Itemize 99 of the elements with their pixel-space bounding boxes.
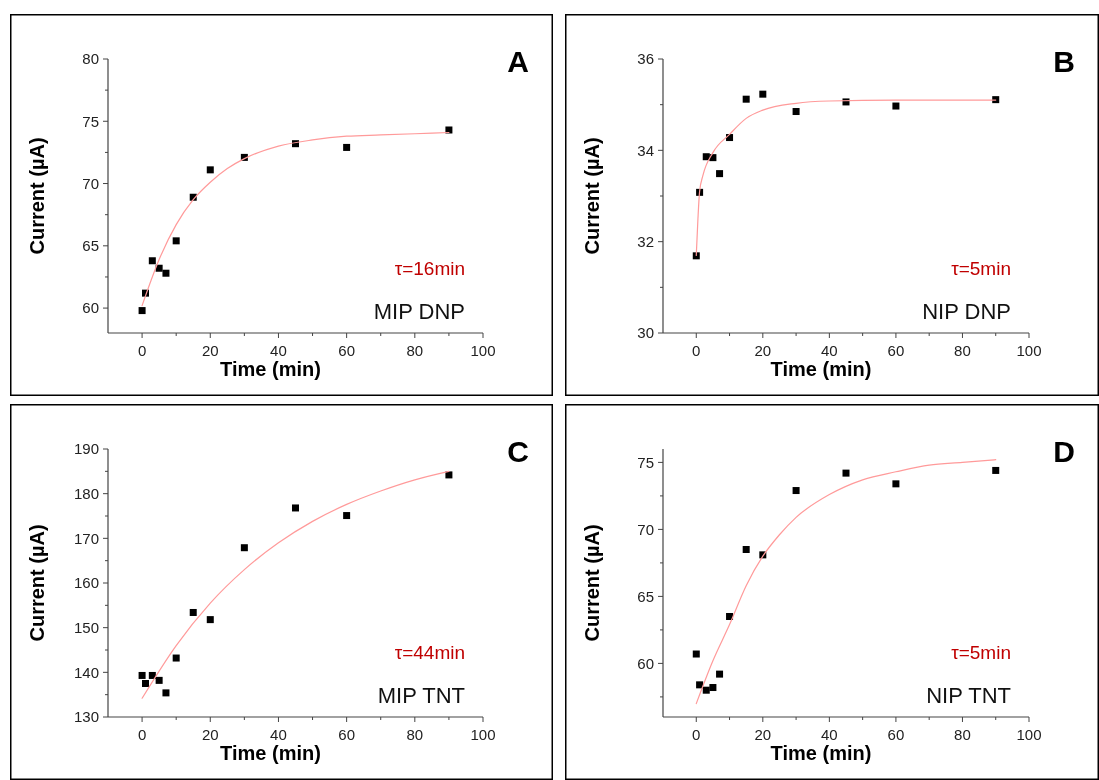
point (709, 684, 717, 692)
point (138, 671, 146, 679)
x-axis-title: Time (min) (220, 358, 321, 380)
y-axis-title: Current (µA) (26, 524, 48, 642)
y-tick-label: 70 (82, 174, 99, 192)
point (892, 102, 900, 110)
x-tick-label: 20 (201, 342, 219, 359)
y-tick-label: 170 (73, 529, 99, 547)
x-tick-label: 60 (338, 726, 355, 743)
point (842, 469, 850, 477)
x-tick-label: 0 (137, 342, 147, 359)
y-tick-label: 65 (637, 587, 654, 605)
point (696, 681, 704, 689)
y-tick-label: 65 (82, 237, 99, 255)
point (742, 546, 750, 553)
y-tick-label: 180 (73, 484, 99, 502)
x-tick-label: 60 (887, 342, 905, 359)
x-tick-label: 20 (754, 342, 772, 359)
point (759, 90, 767, 98)
x-axis-title: Time (min) (220, 742, 321, 764)
y-tick-label: 60 (82, 299, 99, 317)
y-tick-label: 36 (637, 50, 654, 68)
point (992, 466, 1000, 474)
annotation: τ=44min (394, 642, 465, 663)
point (162, 269, 170, 277)
point (172, 237, 180, 245)
point (206, 616, 214, 624)
text: B (1053, 45, 1075, 78)
point (292, 504, 299, 512)
x-tick-label: 100 (1016, 726, 1042, 743)
x-tick-label: 100 (470, 726, 496, 743)
point (343, 143, 351, 151)
point (892, 480, 900, 488)
annotation: MIP DNP (373, 299, 465, 324)
y-tick-label: 60 (637, 654, 654, 672)
y-tick-label: 32 (637, 232, 654, 250)
annotation: τ=5min (951, 258, 1011, 279)
point (716, 670, 724, 678)
y-tick-label: 30 (637, 324, 654, 342)
x-tick-label: 0 (692, 342, 701, 359)
x-tick-label: 100 (470, 342, 496, 359)
x-tick-label: 60 (887, 726, 905, 743)
point (172, 654, 180, 662)
annotation: NIP TNT (926, 683, 1011, 708)
y-tick-label: 70 (637, 520, 654, 538)
annotation: τ=5min (951, 642, 1011, 663)
x-axis-title: Time (min) (770, 742, 872, 764)
y-tick-label: 150 (73, 618, 99, 636)
y-tick-label: 34 (637, 141, 654, 159)
y-tick-label: 140 (73, 663, 99, 681)
point (692, 650, 700, 658)
point (206, 166, 214, 174)
text: A (507, 45, 529, 78)
point (742, 95, 750, 103)
point (343, 512, 351, 520)
point (702, 686, 710, 694)
x-tick-label: 40 (821, 342, 838, 359)
x-tick-label: 80 (954, 726, 971, 743)
y-tick-label: 130 (73, 708, 99, 726)
point (142, 680, 149, 687)
x-tick-label: 40 (821, 726, 838, 743)
point (155, 264, 163, 272)
point (138, 307, 146, 315)
y-axis-title: Current (µA) (26, 137, 48, 255)
point (445, 126, 453, 134)
x-tick-label: 80 (954, 342, 971, 359)
point (692, 252, 700, 260)
x-tick-label: 0 (692, 726, 701, 743)
point (155, 676, 163, 684)
point (162, 689, 170, 697)
x-tick-label: 40 (270, 342, 287, 359)
y-tick-label: 75 (637, 453, 654, 471)
annotation: NIP DNP (922, 299, 1011, 324)
y-axis-title: Current (µA) (581, 524, 603, 642)
point (240, 544, 248, 552)
x-tick-label: 80 (406, 342, 424, 359)
point (148, 671, 156, 679)
y-tick-label: 160 (73, 574, 99, 592)
text: C (507, 435, 529, 468)
x-tick-label: 60 (338, 342, 355, 359)
y-axis-title: Current (µA) (581, 137, 603, 255)
text: D (1053, 435, 1075, 468)
x-tick-label: 40 (270, 726, 287, 743)
annotation: τ=16min (394, 258, 465, 279)
y-tick-label: 80 (82, 50, 99, 68)
point (148, 257, 156, 265)
x-tick-label: 100 (1016, 342, 1042, 359)
point (189, 608, 197, 616)
point (792, 108, 800, 116)
annotation: MIP TNT (377, 683, 465, 708)
y-tick-label: 75 (82, 112, 99, 130)
y-tick-label: 190 (73, 440, 99, 458)
x-tick-label: 80 (406, 726, 424, 743)
x-tick-label: 0 (137, 726, 147, 743)
x-tick-label: 20 (201, 726, 219, 743)
x-tick-label: 20 (754, 726, 772, 743)
x-axis-title: Time (min) (770, 358, 872, 380)
point (792, 487, 800, 495)
point (716, 170, 724, 178)
